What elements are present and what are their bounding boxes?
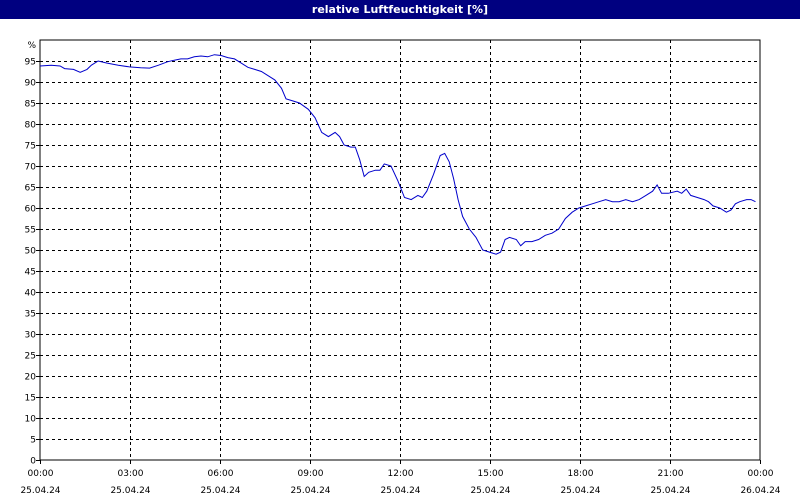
x-axis-ticks: 00:00 25.04.24 03:00 25.04.24 06:00 25.04.24 0…: [20, 460, 781, 496]
x-tick-label-time: 18:00: [568, 469, 594, 479]
x-tick-label-time: 09:00: [298, 469, 324, 479]
x-tick-label-time: 12:00: [388, 469, 414, 479]
y-tick-label: 20: [25, 373, 37, 383]
y-tick-label: 65: [25, 184, 36, 194]
x-tick-label-date: 25.04.24: [380, 486, 420, 496]
y-tick-label: 35: [25, 310, 36, 320]
y-tick-label: 30: [25, 331, 37, 341]
x-tick-label-date: 25.04.24: [560, 486, 600, 496]
humidity-series-line: [39, 54, 756, 255]
y-tick-label: 15: [25, 394, 36, 404]
y-tick-label: 25: [25, 352, 36, 362]
y-tick-label: 0: [30, 457, 36, 467]
y-axis-unit-label: %: [27, 41, 36, 51]
y-axis-ticks: 0 5 10 15 20 25 30 35 40 45 50 55 60 65 70 75 80 85 90 95: [25, 58, 40, 467]
x-tick-label-date: 25.04.24: [470, 486, 510, 496]
x-tick-label-time: 03:00: [118, 469, 144, 479]
x-tick-label-date: 25.04.24: [290, 486, 330, 496]
x-tick-label-date: 25.04.24: [110, 486, 150, 496]
y-tick-label: 70: [25, 163, 37, 173]
y-tick-label: 90: [25, 79, 37, 89]
x-tick-label-time: 15:00: [478, 469, 504, 479]
x-tick-label-time: 00:00: [748, 469, 774, 479]
y-tick-label: 85: [25, 100, 36, 110]
y-tick-label: 80: [25, 121, 37, 131]
y-tick-label: 10: [25, 415, 37, 425]
x-tick-label-date: 26.04.24: [740, 486, 780, 496]
x-tick-label-date: 25.04.24: [650, 486, 690, 496]
y-tick-label: 50: [25, 247, 37, 257]
x-tick-label-time: 00:00: [28, 469, 54, 479]
chart-title: relative Luftfeuchtigkeit [%]: [0, 0, 800, 19]
y-tick-label: 55: [25, 226, 36, 236]
grid: [40, 40, 760, 460]
y-tick-label: 75: [25, 142, 36, 152]
y-tick-label: 60: [25, 205, 37, 215]
y-tick-label: 5: [30, 436, 36, 446]
x-tick-label-date: 25.04.24: [20, 486, 60, 496]
y-tick-label: 40: [25, 289, 37, 299]
y-tick-label: 95: [25, 58, 36, 68]
x-tick-label-time: 06:00: [208, 469, 234, 479]
x-tick-label-time: 21:00: [658, 469, 684, 479]
x-tick-label-date: 25.04.24: [200, 486, 240, 496]
y-tick-label: 45: [25, 268, 36, 278]
